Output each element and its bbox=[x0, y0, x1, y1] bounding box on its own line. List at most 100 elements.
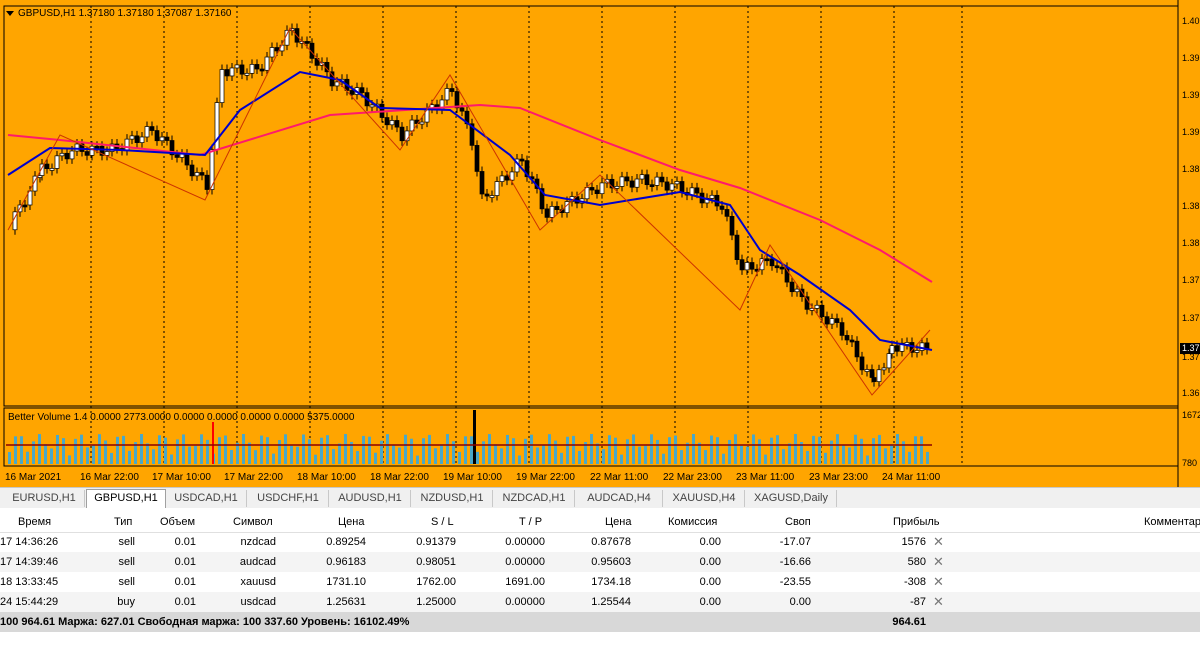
table-row[interactable]: 24 15:44:29 buy 0.01 usdcad 1.25631 1.25… bbox=[0, 592, 1200, 612]
tab-gbpusd-h1[interactable]: GBPUSD,H1 bbox=[86, 489, 166, 509]
col-comment[interactable]: Комментар bbox=[1144, 516, 1200, 528]
close-position-icon[interactable]: ✕ bbox=[933, 594, 944, 609]
volume-bar bbox=[200, 434, 203, 464]
volume-bar bbox=[152, 449, 155, 464]
tab-usdcad-h1[interactable]: USDCAD,H1 bbox=[166, 490, 247, 507]
col-volume[interactable]: Объем bbox=[160, 516, 196, 528]
cell-profit: -87 bbox=[910, 596, 926, 608]
volume-bar bbox=[20, 436, 23, 464]
col-time[interactable]: Время bbox=[18, 516, 52, 528]
candle-body bbox=[886, 353, 892, 369]
cell-sl[interactable]: 1762.00 bbox=[416, 576, 456, 588]
tab-nzdcad-h1[interactable]: NZDCAD,H1 bbox=[494, 490, 575, 507]
volume-bar bbox=[320, 437, 323, 464]
tab-xauusd-h4[interactable]: XAUUSD,H4 bbox=[664, 490, 745, 507]
col-tp[interactable]: T / P bbox=[519, 516, 543, 528]
candle-body bbox=[504, 175, 510, 181]
volume-bar bbox=[356, 451, 359, 464]
price-scale-label: 1.37 bbox=[1182, 313, 1200, 323]
candle-body bbox=[619, 176, 625, 187]
volume-bar bbox=[866, 455, 869, 464]
volume-bar bbox=[746, 446, 749, 464]
cell-sl[interactable]: 0.98051 bbox=[416, 556, 456, 568]
candle-body bbox=[849, 339, 855, 343]
col-swap[interactable]: Своп bbox=[785, 516, 811, 528]
col-sl[interactable]: S / L bbox=[431, 516, 454, 528]
candle-body bbox=[724, 209, 730, 217]
cell-price: 0.96183 bbox=[326, 556, 366, 568]
volume-indicator-title: Better Volume 1.4 0.0000 2773.0000 0.000… bbox=[8, 412, 355, 423]
col-symbol[interactable]: Символ bbox=[233, 516, 273, 528]
close-position-icon[interactable]: ✕ bbox=[933, 554, 944, 569]
chart-menu-icon[interactable] bbox=[6, 10, 14, 16]
table-row[interactable]: 17 14:39:46 sell 0.01 audcad 0.96183 0.9… bbox=[0, 552, 1200, 572]
volume-bar bbox=[782, 449, 785, 464]
tab-usdchf-h1[interactable]: USDCHF,H1 bbox=[248, 490, 329, 507]
volume-bar bbox=[224, 435, 227, 464]
time-axis-label: 23 Mar 23:00 bbox=[809, 472, 868, 483]
candle-body bbox=[389, 120, 395, 126]
volume-bar bbox=[68, 455, 71, 464]
volume-bar bbox=[44, 444, 47, 464]
volume-bar bbox=[146, 443, 149, 464]
candle-body bbox=[769, 258, 775, 267]
tab-eurusd-h1[interactable]: EURUSD,H1 bbox=[4, 490, 85, 507]
volume-bar bbox=[464, 436, 467, 464]
volume-bar bbox=[698, 442, 701, 464]
tab-audusd-h1[interactable]: AUDUSD,H1 bbox=[330, 490, 411, 507]
candle-body bbox=[814, 304, 820, 309]
chart-area[interactable]: GBPUSD,H1 1.37180 1.37180 1.37087 1.3716… bbox=[0, 0, 1200, 487]
cell-tp[interactable]: 0.00000 bbox=[505, 556, 545, 568]
tab-audcad-h4[interactable]: AUDCAD,H4 bbox=[576, 490, 663, 507]
volume-bar bbox=[164, 437, 167, 464]
close-position-icon[interactable]: ✕ bbox=[933, 574, 944, 589]
volume-bar bbox=[278, 440, 281, 464]
cell-tp[interactable]: 0.00000 bbox=[505, 536, 545, 548]
candle-body bbox=[89, 145, 95, 156]
price-scale-label: 1.37 bbox=[1182, 352, 1200, 362]
cell-sl[interactable]: 0.91379 bbox=[416, 536, 456, 548]
tab-xagusd-daily[interactable]: XAGUSD,Daily bbox=[746, 490, 837, 507]
candle-body bbox=[69, 150, 75, 160]
volume-scale-bottom: 780 bbox=[1182, 458, 1198, 468]
col-price[interactable]: Цена bbox=[338, 516, 365, 528]
close-position-icon[interactable]: ✕ bbox=[933, 534, 944, 549]
price-scale-label: 1.38 bbox=[1182, 238, 1200, 248]
cell-sl[interactable]: 1.25000 bbox=[416, 596, 456, 608]
cell-volume: 0.01 bbox=[174, 556, 196, 568]
volume-bar bbox=[116, 436, 119, 464]
col-type[interactable]: Тип bbox=[114, 516, 133, 528]
volume-bar bbox=[536, 447, 539, 464]
col-current-price[interactable]: Цена bbox=[605, 516, 632, 528]
cell-tp[interactable]: 1691.00 bbox=[505, 576, 545, 588]
table-row[interactable]: 17 14:36:26 sell 0.01 nzdcad 0.89254 0.9… bbox=[0, 532, 1200, 552]
cell-tp[interactable]: 0.00000 bbox=[505, 596, 545, 608]
time-axis-label: 22 Mar 23:00 bbox=[663, 472, 722, 483]
tab-nzdusd-h1[interactable]: NZDUSD,H1 bbox=[412, 490, 493, 507]
candle-body bbox=[49, 168, 55, 171]
cell-price: 1731.10 bbox=[326, 576, 366, 588]
candle-body bbox=[629, 180, 635, 188]
volume-bar bbox=[920, 436, 923, 464]
candle-body bbox=[674, 181, 680, 185]
candle-body bbox=[204, 174, 210, 190]
price-chart[interactable] bbox=[0, 0, 1200, 487]
candle-body bbox=[194, 172, 200, 177]
candle-body bbox=[649, 184, 655, 188]
candle-body bbox=[239, 64, 245, 75]
col-profit[interactable]: Прибыль bbox=[893, 516, 940, 528]
candle-body bbox=[234, 64, 240, 69]
cell-profit: 1576 bbox=[901, 536, 926, 548]
cell-time: 17 14:39:46 bbox=[0, 556, 59, 568]
candle-body bbox=[729, 216, 735, 236]
zigzag-line bbox=[7, 27, 931, 396]
volume-bar bbox=[896, 434, 899, 464]
candle-body bbox=[144, 126, 150, 138]
cell-commission: 0.00 bbox=[699, 596, 721, 608]
col-commission[interactable]: Комиссия bbox=[668, 516, 718, 528]
cell-commission: 0.00 bbox=[699, 576, 721, 588]
table-row[interactable]: 18 13:33:45 sell 0.01 xauusd 1731.10 176… bbox=[0, 572, 1200, 592]
volume-bar bbox=[518, 455, 521, 464]
candle-body bbox=[859, 356, 865, 371]
price-scale-label: 1.36 bbox=[1182, 388, 1200, 398]
